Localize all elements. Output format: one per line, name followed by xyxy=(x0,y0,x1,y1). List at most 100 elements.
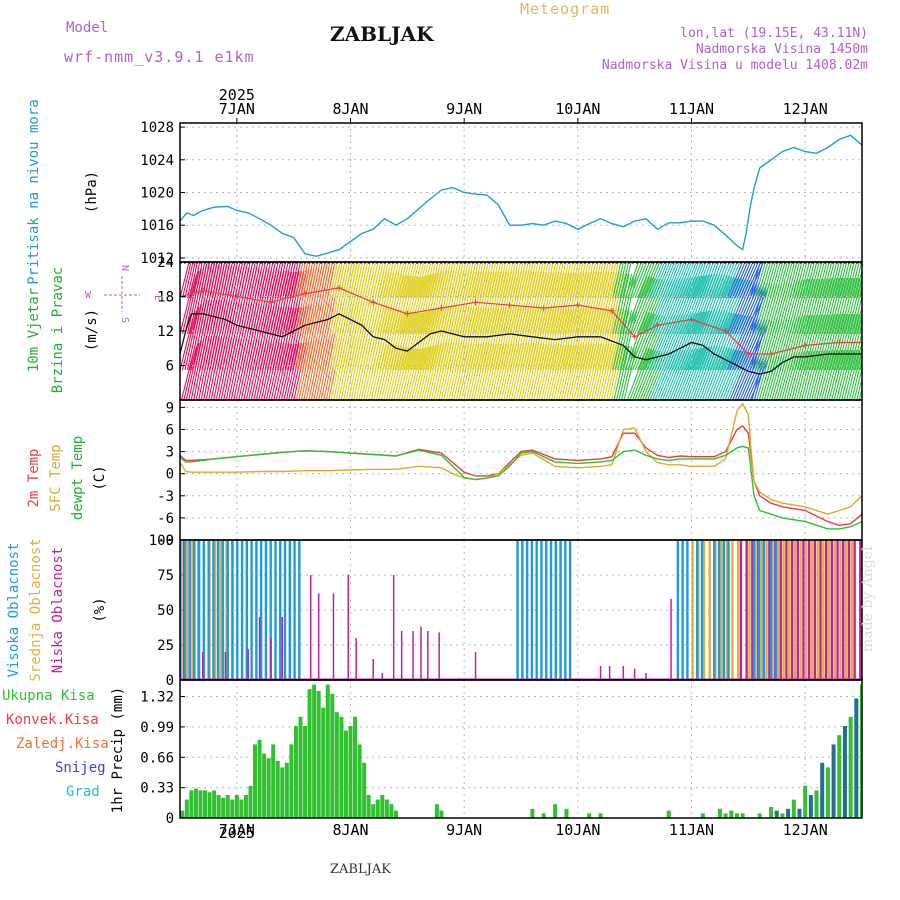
wind-barb xyxy=(609,309,625,371)
wind-barb xyxy=(404,276,420,335)
wind-barb xyxy=(444,262,454,299)
wind-barb xyxy=(389,310,405,371)
wind-barb xyxy=(604,272,620,335)
wind-barb xyxy=(564,262,574,299)
wind-barb xyxy=(847,277,862,335)
wind-barb xyxy=(634,314,658,371)
wind-barb xyxy=(367,262,376,299)
wind-barb xyxy=(704,275,728,335)
precip-bar xyxy=(366,795,371,818)
wind-barb xyxy=(186,262,196,299)
bottom-day-label: 7JAN xyxy=(219,821,255,839)
wind-barb xyxy=(577,271,593,335)
wind-barb xyxy=(452,262,462,299)
wind-barb xyxy=(716,349,738,400)
precip-bar xyxy=(831,744,836,818)
wind-barb xyxy=(794,314,810,371)
wind-barb xyxy=(707,262,722,299)
wind-barb xyxy=(457,262,467,299)
wind-barb xyxy=(462,307,478,371)
precip-bar xyxy=(239,799,244,818)
wind-barbs xyxy=(180,262,862,400)
wind-ylabel-1: 10m Vjetar xyxy=(26,288,42,372)
wind-barb xyxy=(722,279,746,335)
y-tick-label: 1024 xyxy=(140,153,174,169)
temperature-grid xyxy=(180,400,862,540)
wind-barb xyxy=(649,262,666,299)
wind-barb xyxy=(787,262,798,299)
wind-barb xyxy=(595,343,610,400)
wind-barb xyxy=(392,274,408,335)
wind-barb xyxy=(689,310,713,371)
wind-barb xyxy=(597,262,607,299)
wind-barb xyxy=(467,262,477,299)
wind-barb xyxy=(791,351,805,400)
precip-bar xyxy=(216,795,221,818)
wind-barb xyxy=(792,279,808,335)
wind-barb xyxy=(424,262,434,299)
precip-bar xyxy=(740,813,745,818)
wind-barb xyxy=(547,272,563,335)
wind-barb xyxy=(587,262,597,299)
wind-barb xyxy=(624,311,648,371)
wind-barb xyxy=(288,342,303,400)
wind-barb xyxy=(706,347,728,400)
precip-bar xyxy=(203,790,208,818)
wind-barb xyxy=(734,262,751,299)
wind-barb xyxy=(849,262,860,299)
wind-barb xyxy=(682,262,697,299)
wind-barb xyxy=(824,277,840,335)
wind-barb xyxy=(652,262,668,299)
wind-barb xyxy=(622,310,638,371)
wind-barb xyxy=(584,262,594,299)
wind-barb xyxy=(847,262,858,299)
precip-bar xyxy=(339,716,344,818)
wind-barb xyxy=(719,350,741,400)
wind-barb xyxy=(674,276,698,335)
wind-barb xyxy=(384,272,400,335)
wind-barb xyxy=(544,262,554,299)
y-tick-label: 50 xyxy=(157,603,174,619)
wind-barb xyxy=(677,262,692,299)
wind-barb xyxy=(686,346,708,400)
wind-barb xyxy=(837,262,848,299)
y-tick-label: 0.66 xyxy=(140,750,174,766)
wind-barb xyxy=(684,310,708,371)
wind-barb xyxy=(423,344,438,400)
wind-barb xyxy=(806,350,820,400)
wind-barb xyxy=(801,350,815,400)
wind-gust-marker xyxy=(438,305,445,311)
wind-barb xyxy=(813,350,828,400)
wind-barb xyxy=(489,271,505,335)
wind-barb xyxy=(564,308,580,371)
wind-barb xyxy=(271,262,282,299)
wind-barb xyxy=(809,262,820,299)
wind-gust-marker xyxy=(404,310,411,317)
wind-barb xyxy=(557,272,573,335)
wind-barb xyxy=(537,262,547,299)
wind-barb xyxy=(619,274,635,335)
wind-barb xyxy=(828,349,843,400)
wind-barb xyxy=(747,355,768,400)
wind-barb xyxy=(704,262,720,299)
pressure-unit: (hPa) xyxy=(84,171,100,213)
bottom-year-label: 2025 xyxy=(219,824,255,842)
wind-barb xyxy=(424,272,440,335)
wind-barb xyxy=(387,309,403,371)
cloud-ylabel-mid: Srednja Oblacnost xyxy=(28,538,44,681)
wind-barb xyxy=(739,282,763,335)
wind-barb xyxy=(214,262,223,299)
wind-barb xyxy=(826,349,840,400)
wind-barb xyxy=(593,343,608,400)
precip-bar xyxy=(280,767,285,818)
wind-barb xyxy=(470,343,485,400)
wind-gust-marker xyxy=(608,307,615,314)
wind-barb xyxy=(349,262,359,299)
wind-barb xyxy=(662,262,678,299)
wind-barb xyxy=(853,366,862,400)
wind-barb xyxy=(286,270,303,335)
pressure-line xyxy=(180,134,862,258)
wind-barb xyxy=(582,271,598,335)
wind-barb xyxy=(792,315,808,371)
wind-barb xyxy=(672,277,696,335)
